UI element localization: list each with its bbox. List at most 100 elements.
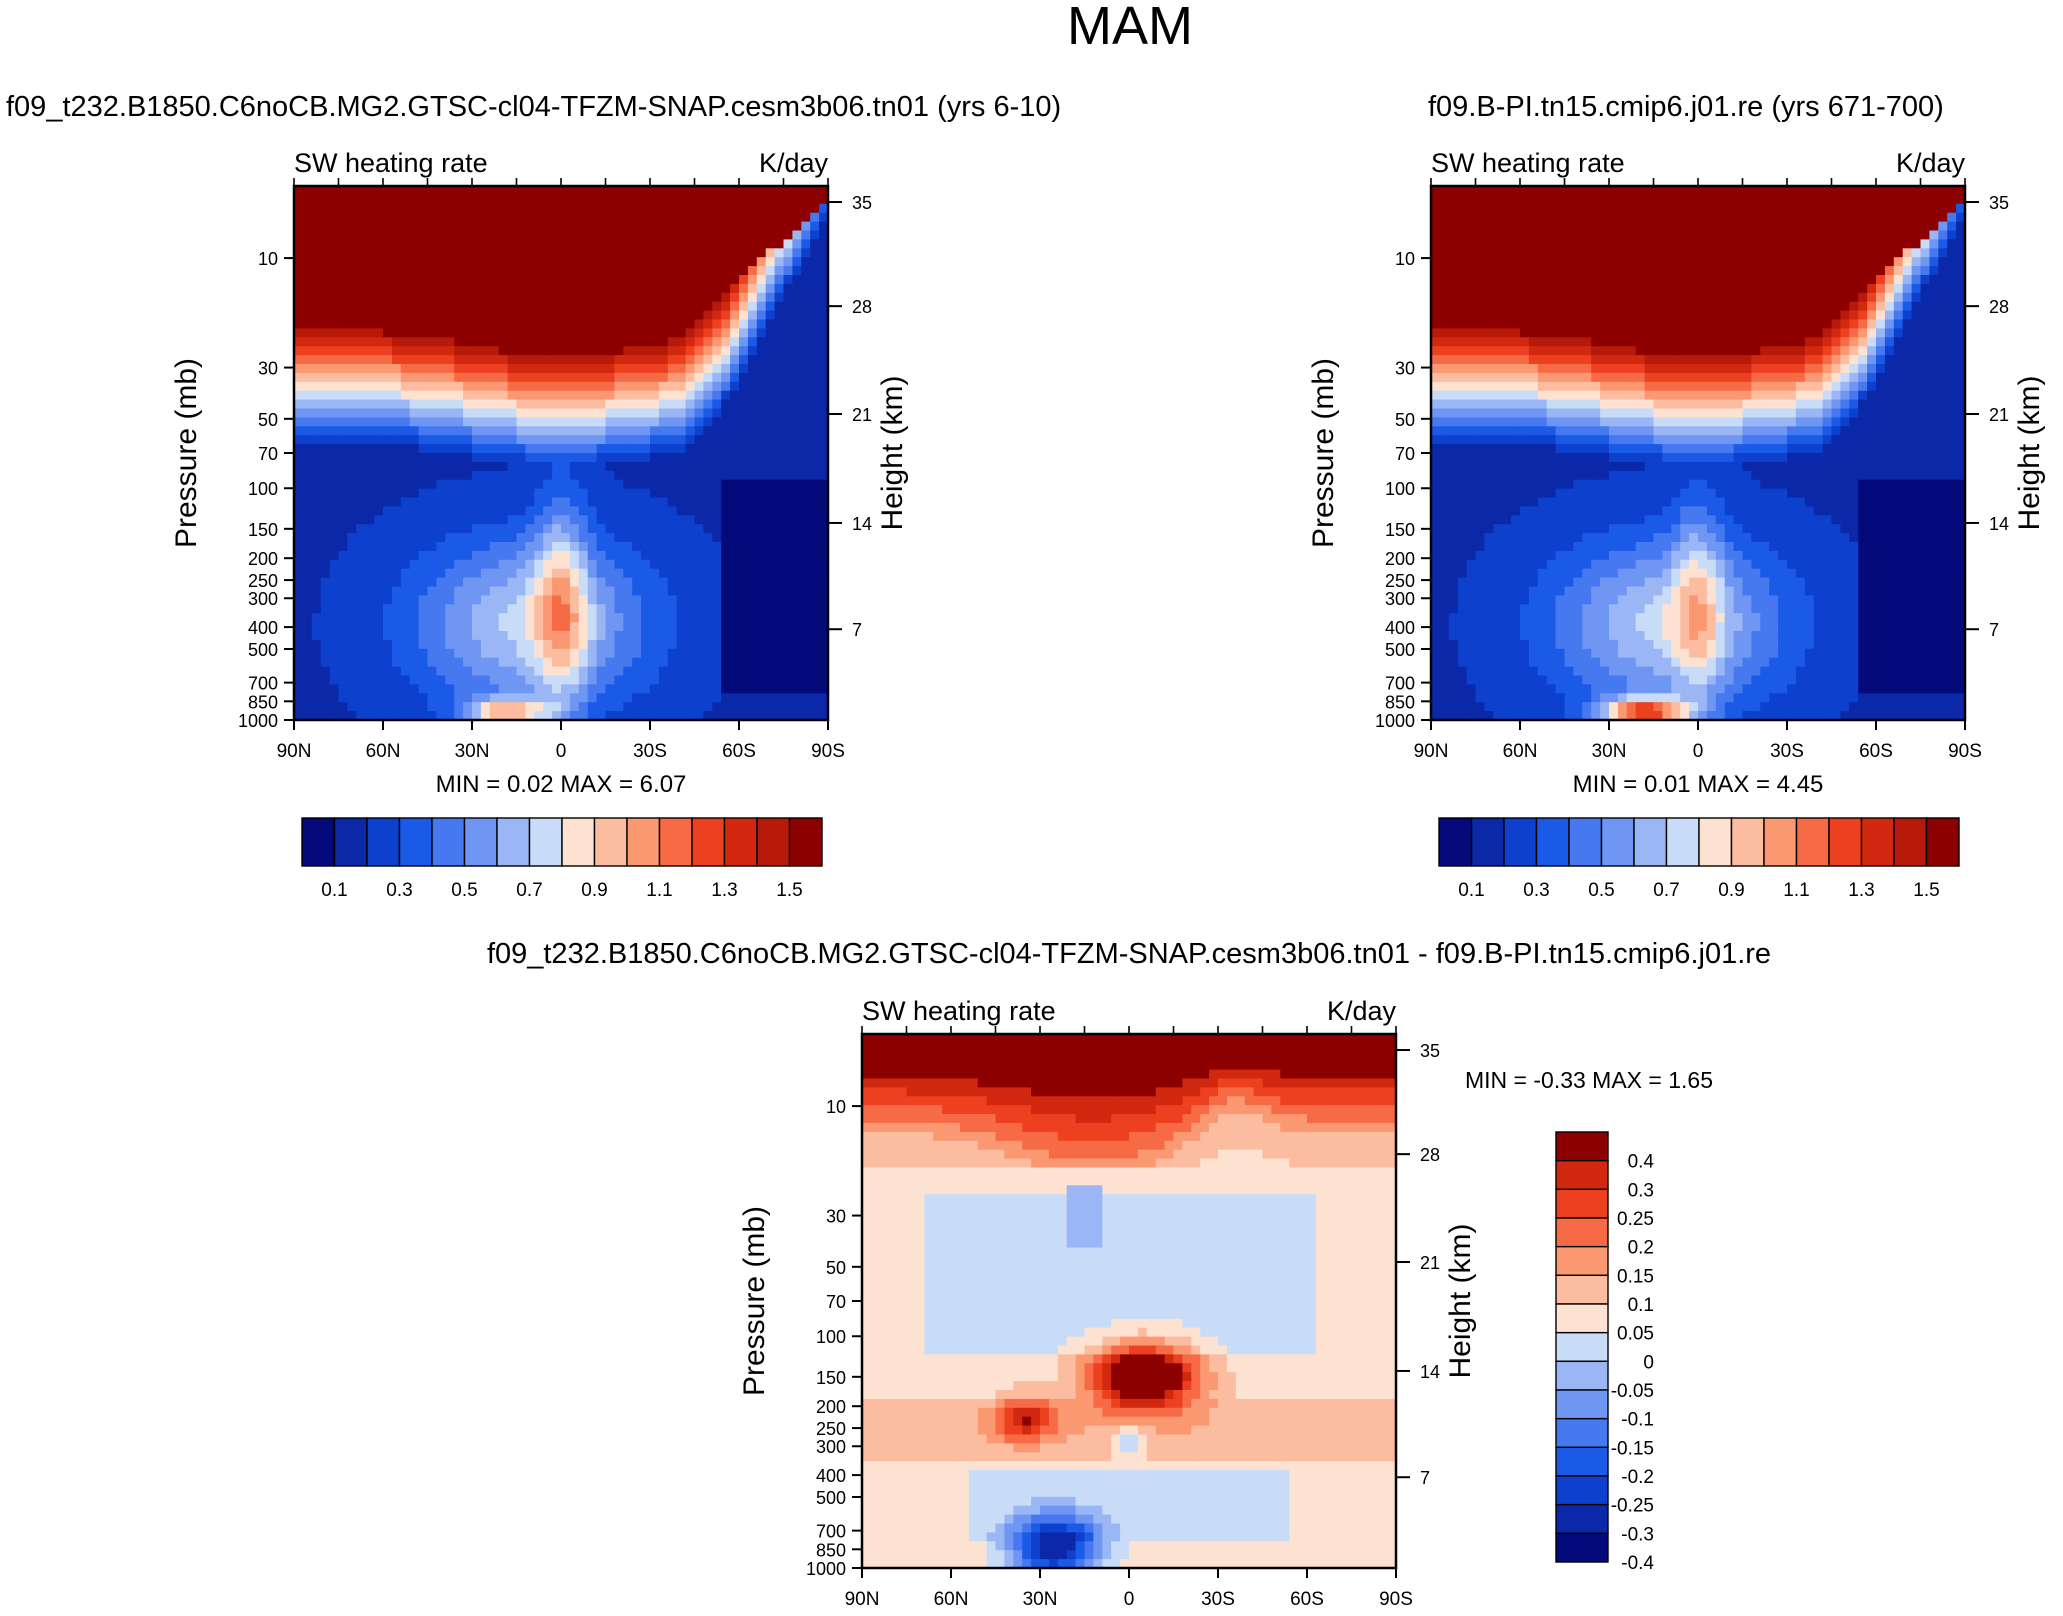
contour-cell (534, 515, 544, 525)
contour-cell (774, 550, 785, 561)
contour-cell (1431, 310, 1441, 321)
contour-cell (667, 230, 678, 240)
contour-cell (747, 328, 758, 338)
contour-cell (774, 524, 785, 534)
contour-cell (1475, 292, 1485, 303)
contour-cell (1893, 310, 1904, 321)
contour-cell (569, 453, 580, 463)
contour-cell (1493, 301, 1503, 312)
contour-cell (338, 248, 348, 258)
contour-cell (1884, 257, 1895, 267)
contour-cell (1644, 364, 1655, 374)
contour-cell (391, 212, 402, 223)
contour-cell (1662, 248, 1672, 258)
contour-cell (1858, 301, 1868, 312)
contour-cell (694, 266, 704, 276)
contour-cell (374, 622, 384, 632)
contour-cell (587, 399, 598, 410)
contour-cell (596, 684, 607, 694)
contour-cell (1662, 372, 1672, 383)
contour-cell (810, 506, 820, 516)
contour-cell (1706, 346, 1717, 356)
contour-cell (1911, 186, 1922, 196)
contour-cell (1528, 310, 1539, 321)
contour-cell (1537, 328, 1548, 338)
contour-cell (1947, 364, 1957, 374)
contour-cell (578, 524, 589, 534)
contour-cell (329, 533, 340, 543)
contour-cell (454, 577, 464, 588)
contour-cell (1493, 337, 1503, 347)
contour-cell (374, 275, 384, 285)
contour-cell (676, 693, 687, 703)
contour-cell (320, 622, 331, 632)
contour-cell (667, 248, 678, 258)
contour-cell (454, 657, 464, 668)
contour-cell (1626, 328, 1637, 338)
contour-cell (525, 631, 535, 641)
contour-cell (765, 364, 776, 374)
contour-cell (1733, 221, 1744, 232)
contour-cell (569, 604, 580, 614)
contour-cell (1484, 212, 1494, 223)
contour-cell (489, 239, 500, 249)
contour-cell (356, 550, 366, 561)
contour-cell (1484, 328, 1494, 338)
contour-cell (543, 337, 553, 347)
contour-cell (480, 550, 491, 561)
contour-cell (641, 604, 651, 614)
contour-cell (1600, 230, 1610, 240)
contour-cell (329, 453, 340, 463)
contour-cell (480, 711, 491, 721)
contour-cell (480, 586, 491, 596)
contour-cell (320, 657, 331, 668)
contour-cell (783, 194, 793, 205)
contour-cell (356, 675, 366, 685)
contour-cell (480, 186, 491, 196)
contour-cell (1475, 346, 1485, 356)
contour-cell (774, 506, 785, 516)
contour-cell (400, 506, 411, 516)
contour-cell (1769, 337, 1779, 347)
contour-cell (480, 381, 491, 392)
contour-cell (338, 337, 348, 347)
contour-cell (1573, 239, 1583, 249)
contour-cell (1831, 257, 1841, 267)
contour-cell (1555, 328, 1566, 338)
contour-cell (1893, 346, 1904, 356)
contour-cell (1822, 301, 1833, 312)
contour-cell (347, 426, 357, 436)
contour-cell (712, 212, 722, 223)
contour-cell (792, 221, 802, 232)
contour-cell (320, 381, 331, 392)
contour-cell (472, 248, 482, 258)
contour-cell (1706, 266, 1717, 276)
contour-cell (632, 550, 642, 561)
contour-cell (1484, 355, 1494, 365)
contour-cell (712, 604, 722, 614)
contour-cell (294, 381, 304, 392)
contour-cell (507, 310, 518, 321)
contour-cell (498, 435, 509, 445)
contour-cell (1680, 203, 1690, 214)
contour-cell (1813, 364, 1824, 374)
contour-cell (454, 613, 464, 623)
contour-cell (730, 595, 740, 605)
contour-cell (694, 435, 704, 445)
contour-cell (658, 292, 669, 303)
contour-cell (614, 693, 624, 703)
contour-cell (400, 266, 411, 276)
contour-cell (1813, 257, 1824, 267)
contour-cell (578, 328, 589, 338)
contour-cell (1448, 319, 1459, 329)
contour-cell (632, 426, 642, 436)
contour-cell (489, 381, 500, 392)
contour-cell (685, 186, 696, 196)
contour-cell (552, 435, 562, 445)
contour-cell (578, 639, 589, 650)
contour-cell (1858, 239, 1868, 249)
contour-cell (747, 648, 758, 659)
contour-cell (454, 542, 464, 552)
contour-cell (1502, 221, 1512, 232)
contour-cell (685, 328, 696, 338)
